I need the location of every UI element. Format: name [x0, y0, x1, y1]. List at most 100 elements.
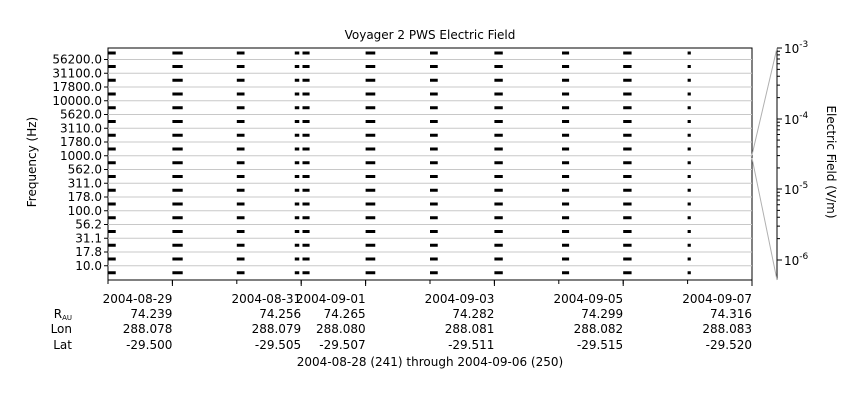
colorbar: 10-3 10-4 10-5 10-6: [751, 40, 809, 281]
data-bar: [494, 188, 503, 192]
data-bar: [562, 188, 570, 192]
y-tick-label: 31100.0: [52, 66, 102, 80]
data-bar: [623, 106, 632, 110]
data-bar: [302, 78, 310, 82]
data-block: [172, 51, 183, 275]
data-bar: [294, 243, 300, 247]
data-bar: [623, 65, 632, 68]
y-tick-label: 311.0: [68, 176, 102, 190]
data-bar: [365, 92, 376, 96]
data-bar: [562, 230, 570, 233]
data-bar: [430, 133, 438, 137]
data-bar: [108, 257, 116, 261]
y-axis: 56200.031100.017800.010000.05620.03110.0…: [52, 53, 108, 273]
data-block: [623, 51, 632, 275]
data-bar: [623, 230, 632, 233]
data-bar: [687, 120, 691, 123]
y-tick-label: 10.0: [75, 259, 102, 273]
colorbar-connector: [751, 47, 778, 156]
data-bar: [430, 78, 438, 82]
data-bar: [302, 92, 310, 96]
data-bar: [108, 106, 116, 110]
data-bar: [108, 243, 116, 247]
data-bar: [108, 202, 116, 206]
data-bar: [687, 271, 691, 275]
data-bar: [294, 106, 300, 110]
ephemeris-lat-value: -29.505: [254, 338, 302, 352]
data-bar: [562, 106, 570, 110]
data-bar: [236, 257, 245, 261]
y-axis-label: Frequency (Hz): [25, 117, 39, 208]
data-bar: [687, 65, 691, 68]
data-bar: [108, 133, 116, 137]
y-tick-label: 31.1: [75, 231, 102, 245]
ephemeris-r-value: 74.265: [323, 307, 366, 321]
data-bar: [365, 65, 376, 68]
data-bar: [302, 216, 310, 220]
ephemeris-lat-value: -29.507: [319, 338, 366, 352]
data-bar: [302, 65, 310, 68]
data-bar: [687, 175, 691, 178]
data-bar: [430, 257, 438, 261]
data-bar: [365, 257, 376, 261]
data-bar: [236, 230, 245, 233]
data-bar: [687, 51, 691, 55]
data-bar: [623, 120, 632, 123]
data-bar: [236, 147, 245, 151]
data-bar: [236, 243, 245, 247]
data-block: [687, 51, 691, 275]
data-bar: [430, 51, 438, 55]
ephemeris-label-lon: Lon: [50, 322, 72, 336]
data-bar: [236, 51, 245, 55]
data-bar: [294, 78, 300, 82]
data-bar: [623, 161, 632, 165]
data-bar: [294, 120, 300, 123]
data-bar: [430, 216, 438, 220]
ephemeris-lon-value: 288.078: [122, 322, 173, 336]
data-block: [430, 51, 438, 275]
y-tick-label: 56.2: [75, 218, 102, 232]
data-bar: [562, 243, 570, 247]
data-bar: [623, 175, 632, 178]
colorbar-tick-label: 10-5: [784, 181, 808, 197]
data-bar: [623, 202, 632, 206]
colorbar-tick-label: 10-3: [784, 40, 808, 56]
ephemeris-r-value: 74.282: [452, 307, 495, 321]
plot-area: [107, 47, 753, 281]
data-bar: [236, 65, 245, 68]
ephemeris-lon-value: 288.083: [702, 322, 752, 336]
y-tick-label: 10000.0: [52, 94, 102, 108]
data-bar: [294, 175, 300, 178]
ephemeris-lat-value: -29.511: [448, 338, 495, 352]
data-bar: [687, 106, 691, 110]
x-tick-label: 2004-08-29: [103, 292, 173, 306]
data-bar: [687, 161, 691, 165]
data-bar: [430, 161, 438, 165]
data-bar: [623, 216, 632, 220]
ephemeris-lon-value: 288.082: [573, 322, 624, 336]
data-bar: [108, 161, 116, 165]
data-bar: [430, 243, 438, 247]
data-bar: [236, 175, 245, 178]
data-bar: [623, 51, 632, 55]
data-bar: [108, 271, 116, 275]
data-bar: [365, 202, 376, 206]
data-block: [236, 51, 245, 275]
data-bar: [494, 175, 503, 178]
data-block: [108, 51, 116, 275]
data-bar: [302, 230, 310, 233]
ephemeris-lon-value: 288.081: [444, 322, 495, 336]
data-bar: [302, 257, 310, 261]
data-bar: [172, 188, 183, 192]
data-bar: [365, 161, 376, 165]
data-bar: [430, 120, 438, 123]
data-bar: [562, 257, 570, 261]
data-bar: [494, 216, 503, 220]
data-bar: [172, 202, 183, 206]
data-bar: [302, 161, 310, 165]
data-bar: [172, 175, 183, 178]
data-bar: [236, 133, 245, 137]
data-block: [302, 51, 310, 275]
date-range-label: 2004-08-28 (241) through 2004-09-06 (250…: [296, 355, 564, 369]
